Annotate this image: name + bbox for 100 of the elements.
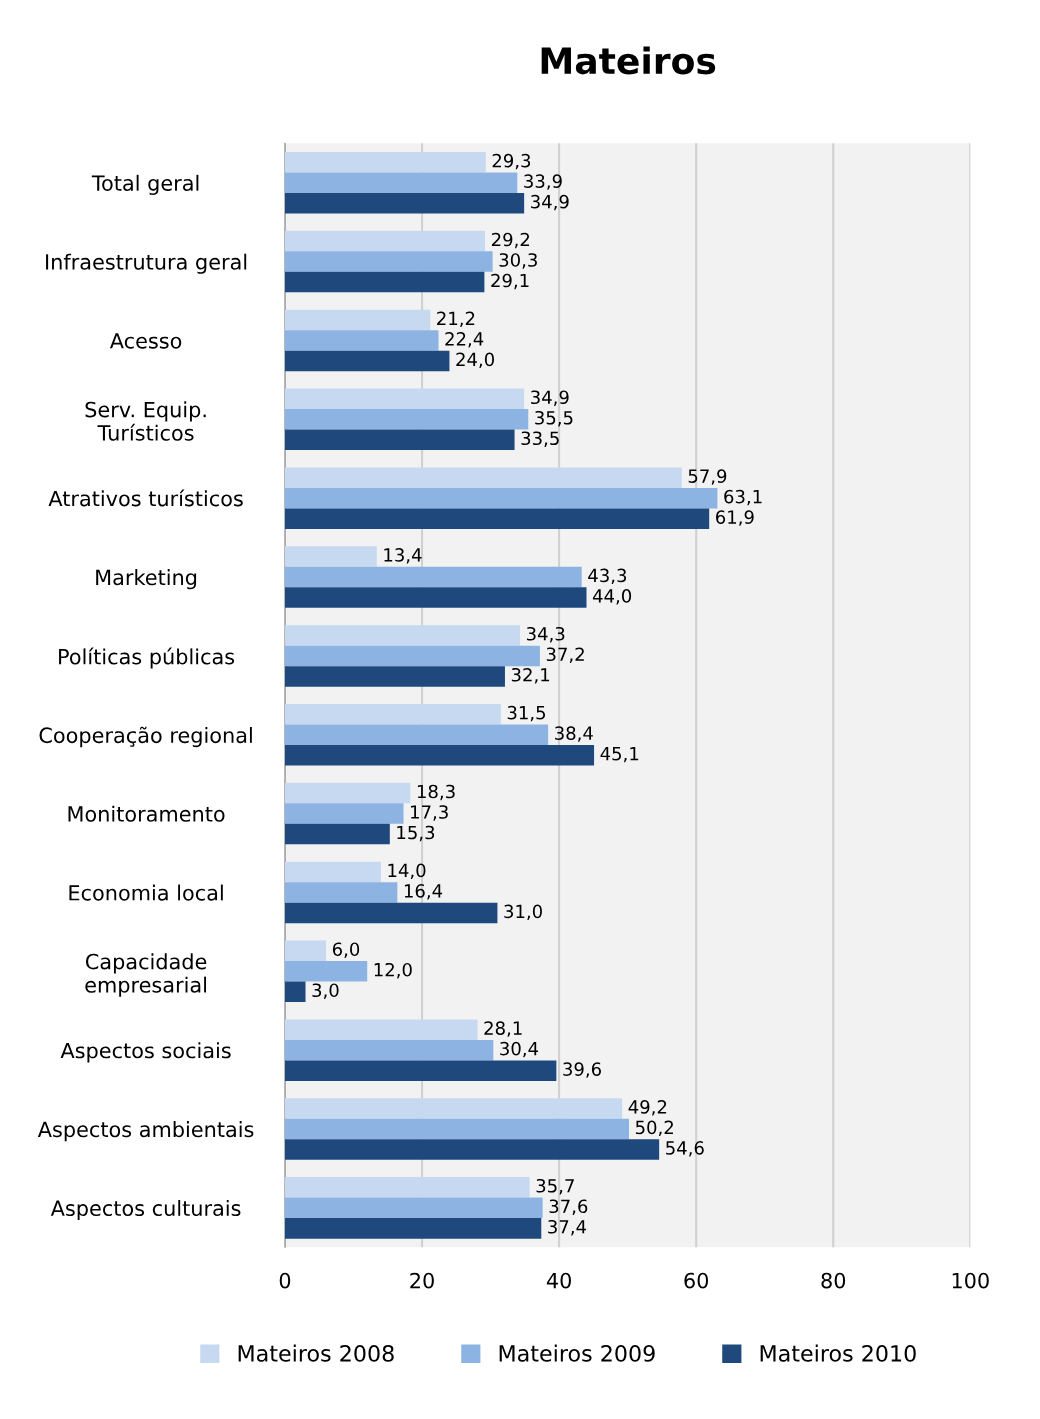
data-label: 29,3 xyxy=(492,153,531,170)
data-label: 43,3 xyxy=(588,568,627,585)
data-label: 57,9 xyxy=(688,469,727,485)
data-label: 37,4 xyxy=(548,1219,587,1236)
bar xyxy=(284,782,411,804)
bar xyxy=(284,882,398,903)
bar xyxy=(284,546,377,567)
y-tick-label: Economia local xyxy=(69,884,223,901)
data-label: 33,9 xyxy=(524,174,562,190)
bar xyxy=(284,1098,623,1119)
data-label: 54,6 xyxy=(666,1141,704,1157)
y-tick-label: Infraestrutura geral xyxy=(46,253,247,274)
bar xyxy=(284,429,515,451)
data-label: 29,1 xyxy=(491,273,529,290)
bar xyxy=(284,309,431,331)
bar xyxy=(284,625,521,646)
y-tick-label: Aspectos culturais xyxy=(50,1199,241,1221)
bar xyxy=(284,409,529,430)
data-label: 31,5 xyxy=(507,705,546,722)
bar xyxy=(284,151,486,173)
bar xyxy=(284,961,368,982)
data-label: 33,5 xyxy=(521,431,559,447)
chart-title: Mateiros xyxy=(541,46,716,75)
bar xyxy=(284,251,493,272)
x-tick-label: 100 xyxy=(952,1272,989,1289)
y-tick-label: Capacidade empresarial xyxy=(85,953,207,997)
data-label: 29,2 xyxy=(491,232,530,249)
bar xyxy=(284,666,505,687)
y-tick-label: Acesso xyxy=(109,333,182,349)
data-label: 18,3 xyxy=(417,784,455,801)
data-label: 13,4 xyxy=(384,548,422,564)
data-label: 14,0 xyxy=(388,863,426,880)
data-label: 6,0 xyxy=(332,942,360,958)
x-tick-label: 80 xyxy=(821,1272,846,1289)
bar xyxy=(284,388,525,410)
data-label: 30,3 xyxy=(499,253,537,269)
data-label: 31,0 xyxy=(504,904,542,921)
bar xyxy=(284,1060,557,1081)
data-label: 28,1 xyxy=(484,1021,522,1037)
bar xyxy=(284,940,327,962)
data-label: 45,1 xyxy=(600,747,639,763)
bar xyxy=(284,981,306,1003)
legend-label: Mateiros 2008 xyxy=(238,1344,394,1362)
data-label: 24,0 xyxy=(456,352,495,369)
data-label: 32,1 xyxy=(511,667,550,684)
legend-label: Mateiros 2009 xyxy=(499,1344,655,1362)
data-label: 37,2 xyxy=(546,647,584,663)
data-label: 37,6 xyxy=(549,1199,588,1215)
y-tick-label: Serv. Equip. Turísticos xyxy=(85,401,206,441)
bar xyxy=(284,271,485,293)
bar xyxy=(284,350,450,372)
bar xyxy=(284,1139,660,1160)
data-label: 3,0 xyxy=(312,983,339,999)
bar xyxy=(284,1118,630,1140)
data-label: 17,3 xyxy=(411,805,448,821)
y-tick-label: Total geral xyxy=(91,174,199,195)
bar xyxy=(284,1197,543,1219)
bar xyxy=(284,861,381,883)
y-tick-label: Políticas públicas xyxy=(59,647,235,669)
bar xyxy=(284,823,390,845)
data-label: 49,2 xyxy=(628,1100,667,1116)
y-tick-label: Marketing xyxy=(96,569,197,590)
bar xyxy=(284,193,525,214)
data-label: 22,4 xyxy=(445,332,484,348)
x-tick-label: 20 xyxy=(410,1272,434,1289)
legend-label: Mateiros 2010 xyxy=(760,1344,916,1362)
bar xyxy=(284,645,540,667)
bar xyxy=(284,902,498,924)
bar xyxy=(284,230,486,252)
y-tick-label: Cooperação regional xyxy=(39,726,252,748)
x-tick-label: 60 xyxy=(684,1272,709,1289)
bar xyxy=(284,1039,494,1061)
bar xyxy=(284,566,582,588)
bar xyxy=(284,803,404,824)
bar xyxy=(284,172,518,193)
bar xyxy=(284,703,501,725)
data-label: 34,9 xyxy=(531,194,569,211)
data-label: 34,9 xyxy=(531,390,569,406)
data-label: 21,2 xyxy=(437,311,475,328)
data-label: 15,3 xyxy=(397,825,435,842)
bar xyxy=(284,587,587,608)
bar xyxy=(284,744,595,766)
data-label: 44,0 xyxy=(592,589,632,605)
bar xyxy=(284,467,682,488)
data-label: 50,2 xyxy=(635,1120,673,1137)
bar xyxy=(284,508,710,529)
data-label: 63,1 xyxy=(724,489,762,506)
bar xyxy=(284,1218,542,1239)
data-label: 30,4 xyxy=(500,1041,539,1058)
data-label: 12,0 xyxy=(374,962,412,979)
bar xyxy=(284,1177,530,1198)
bar xyxy=(284,724,549,745)
bar xyxy=(284,1019,478,1040)
y-tick-label: Aspectos sociais xyxy=(60,1042,231,1063)
bar xyxy=(284,330,439,351)
data-label: 16,4 xyxy=(404,884,443,900)
data-label: 61,9 xyxy=(716,510,754,526)
bar xyxy=(284,487,718,509)
y-tick-label: Atrativos turísticos xyxy=(48,489,243,507)
data-label: 38,4 xyxy=(555,726,593,742)
